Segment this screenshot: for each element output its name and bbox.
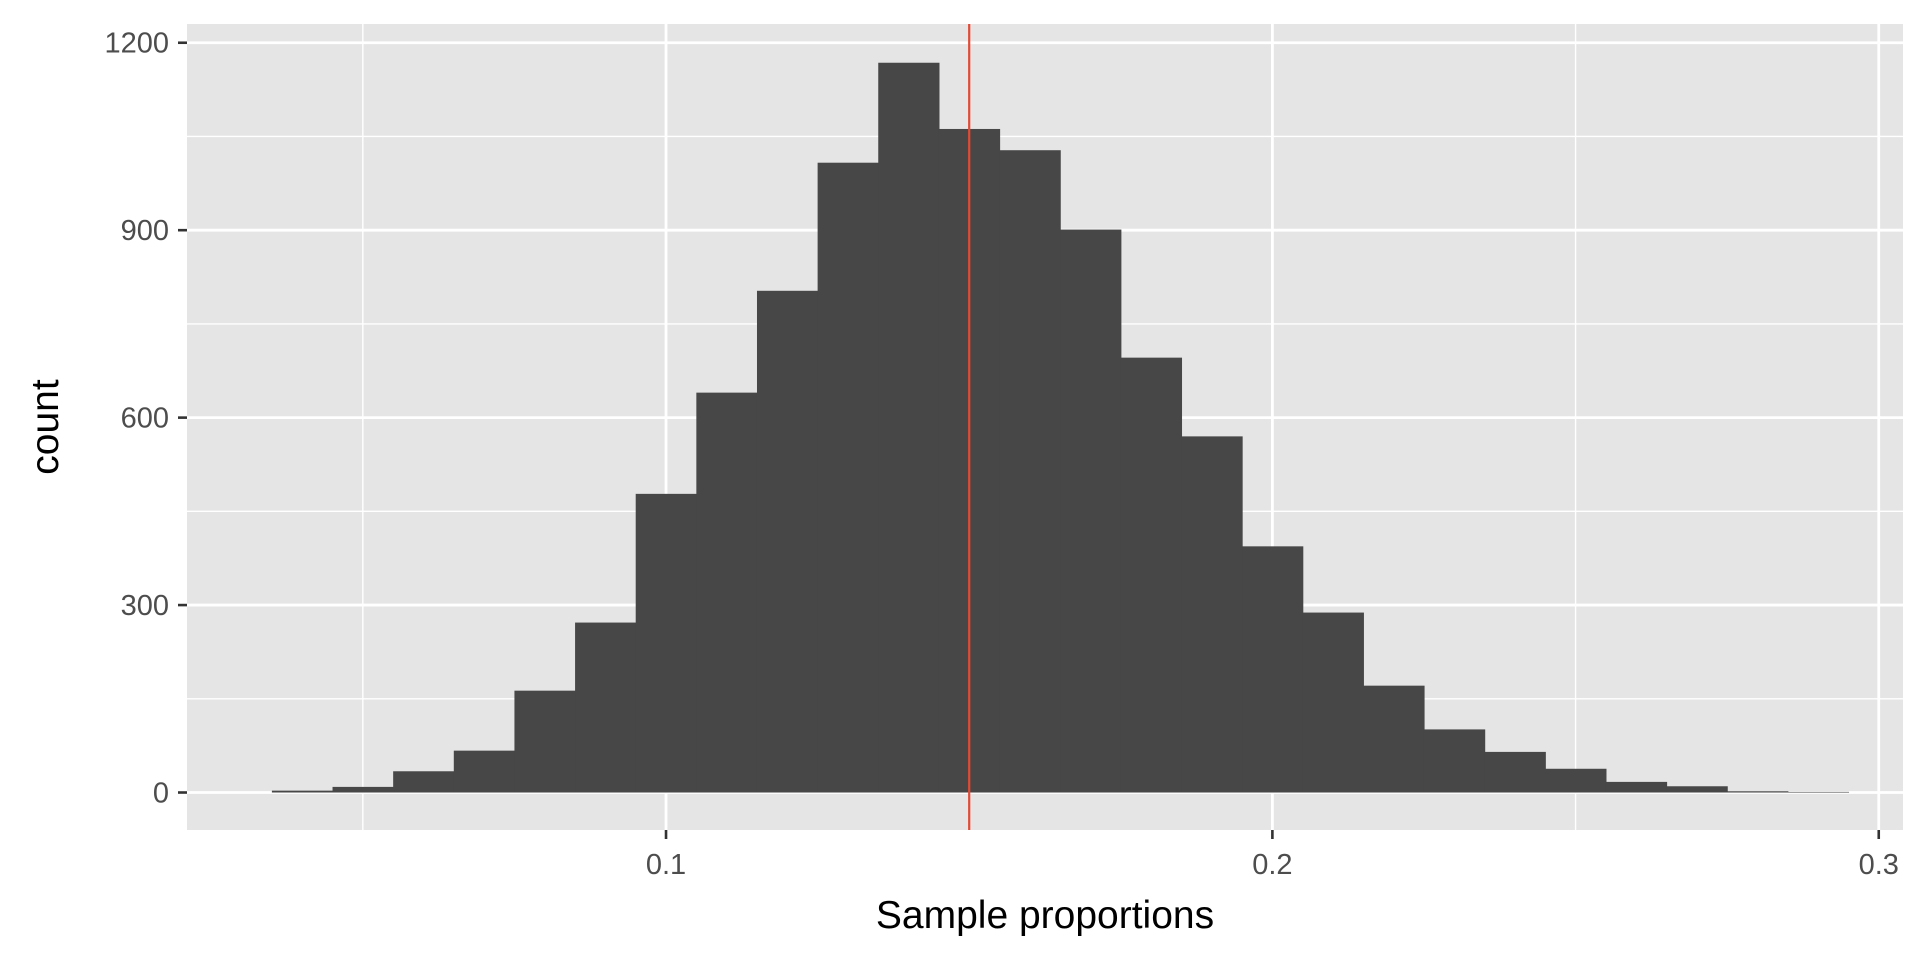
histogram-bar <box>756 290 819 793</box>
histogram-bar <box>878 62 940 793</box>
histogram-bar <box>1605 781 1668 793</box>
histogram-bars <box>271 62 1850 793</box>
y-tick-label: 600 <box>121 403 169 435</box>
histogram-bar <box>575 622 637 793</box>
histogram-bar <box>1545 768 1607 793</box>
histogram-bar <box>271 790 334 793</box>
histogram-bar <box>1484 751 1546 793</box>
y-tick-label: 900 <box>121 215 169 247</box>
histogram-bar <box>514 690 576 793</box>
y-tick-label: 300 <box>121 590 169 622</box>
histogram-bar <box>1423 729 1486 793</box>
x-tick-label: 0.2 <box>1252 849 1292 881</box>
histogram-bar <box>332 786 394 793</box>
x-tick-label: 0.3 <box>1859 849 1899 881</box>
histogram-bar <box>1060 229 1122 793</box>
y-axis-title: count <box>24 379 67 475</box>
y-tick-label: 1200 <box>104 28 169 60</box>
histogram-bar <box>453 750 516 793</box>
histogram-bar <box>1120 357 1183 793</box>
histogram-bar <box>1727 791 1789 793</box>
histogram-bar <box>817 162 879 793</box>
histogram-bar <box>1787 791 1850 793</box>
histogram-bar <box>393 771 455 793</box>
y-tick-label: 0 <box>153 778 169 810</box>
histogram-bar <box>696 392 758 793</box>
axes: 0 300 600 900 1200 0.1 0.2 0.3 <box>104 28 1898 881</box>
histogram-bar <box>1181 436 1243 793</box>
histogram-bar <box>999 150 1061 793</box>
histogram-bar <box>1363 685 1425 793</box>
histogram-bar <box>1666 786 1728 793</box>
x-tick-label: 0.1 <box>646 849 686 881</box>
x-axis-title: Sample proportions <box>876 894 1214 937</box>
histogram-bar <box>1242 546 1304 793</box>
histogram-bar <box>1302 612 1364 793</box>
histogram-bar <box>635 493 697 793</box>
